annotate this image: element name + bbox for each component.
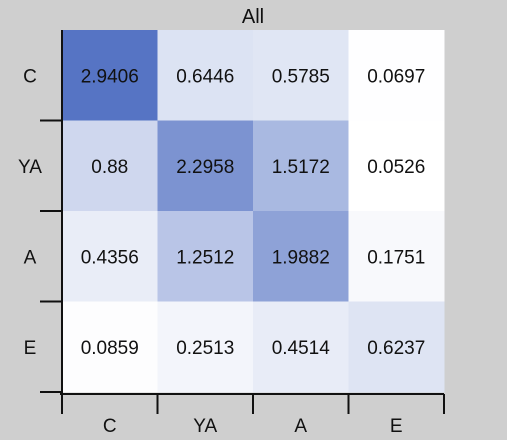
x-tick-label-a: A bbox=[294, 416, 307, 437]
heatmap-cell-c-a bbox=[253, 30, 349, 121]
cell-value-label-c-ya: 0.6446 bbox=[176, 66, 234, 87]
cell-value-label-c-a: 0.5785 bbox=[272, 66, 330, 87]
x-tick-label-c: C bbox=[103, 416, 117, 437]
cell-value-label-a-a: 1.9882 bbox=[272, 247, 330, 268]
heatmap-cell-ya-c bbox=[62, 120, 158, 212]
cell-value-label-ya-a: 1.5172 bbox=[272, 157, 330, 178]
chart-title: All bbox=[242, 6, 264, 28]
cell-value-label-e-a: 0.4514 bbox=[272, 338, 331, 359]
heatmap-axes: C YA A E C YA A E bbox=[18, 30, 445, 437]
heatmap-cell-a-ya bbox=[157, 211, 254, 302]
heatmap-cell-e-e bbox=[348, 301, 445, 393]
cell-value-label-c-c: 2.9406 bbox=[81, 66, 139, 87]
cell-value-label-a-c: 0.4356 bbox=[81, 247, 139, 268]
heatmap-cell-a-a bbox=[253, 211, 349, 302]
cell-value-label-e-e: 0.6237 bbox=[367, 338, 425, 359]
y-tick-label-a: A bbox=[24, 247, 37, 268]
cell-value-label-ya-ya: 2.2958 bbox=[176, 157, 234, 178]
cell-value-label-c-e: 0.0697 bbox=[367, 66, 425, 87]
y-tick-label-ya: YA bbox=[18, 157, 42, 178]
heatmap-cell-c-ya bbox=[157, 30, 254, 121]
heatmap-cell-ya-ya bbox=[157, 120, 254, 212]
heatmap-cell-e-a bbox=[253, 301, 349, 393]
cell-value-label-ya-e: 0.0526 bbox=[367, 157, 425, 178]
y-tick-label-e: E bbox=[24, 338, 37, 359]
heatmap-cell-e-c bbox=[62, 301, 158, 393]
heatmap-cell-ya-e bbox=[348, 120, 445, 212]
heatmap-cell-a-c bbox=[62, 211, 158, 302]
heatmap-cell-c-c bbox=[62, 30, 158, 121]
heatmap-cell-e-ya bbox=[157, 301, 254, 393]
cell-value-label-a-e: 0.1751 bbox=[367, 247, 425, 268]
heatmap-cell-a-e bbox=[348, 211, 445, 302]
cell-value-label-ya-c: 0.88 bbox=[91, 157, 128, 178]
cell-value-label-e-c: 0.0859 bbox=[81, 338, 139, 359]
cell-value-label-e-ya: 0.2513 bbox=[176, 338, 234, 359]
x-tick-label-ya: YA bbox=[193, 416, 217, 437]
cell-value-label-a-ya: 1.2512 bbox=[176, 247, 234, 268]
heatmap-cell-ya-a bbox=[253, 120, 349, 212]
y-tick-label-c: C bbox=[23, 66, 37, 87]
x-tick-label-e: E bbox=[390, 416, 403, 437]
heatmap-cells: 2.9406 0.6446 0.5785 0.0697 0.88 2.2958 1.5172… bbox=[62, 30, 445, 393]
heatmap-cell-c-e bbox=[348, 30, 445, 121]
